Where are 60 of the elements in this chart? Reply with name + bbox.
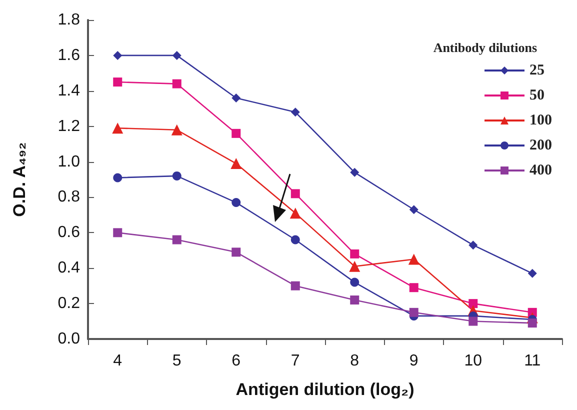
y-tick-label: 0.2 [58, 295, 80, 312]
point [468, 316, 478, 326]
point [290, 189, 300, 198]
point [408, 254, 420, 265]
y-tick-label: 1.8 [58, 12, 80, 28]
point [349, 260, 360, 272]
point [112, 122, 124, 134]
point [232, 198, 241, 208]
x-tick-label: 4 [113, 352, 122, 370]
point [290, 208, 301, 219]
point [528, 268, 537, 278]
y-tick-label: 0.6 [58, 224, 80, 242]
point [172, 50, 182, 60]
point [290, 281, 300, 290]
legend-title: Antibody dilutions [433, 40, 538, 55]
x-tick-label: 8 [350, 352, 360, 370]
point [172, 235, 182, 244]
point [290, 235, 300, 244]
x-tick-label: 10 [464, 352, 482, 370]
point [113, 78, 122, 87]
point [409, 308, 418, 317]
point [113, 228, 122, 238]
y-tick-label: 1.2 [58, 118, 80, 135]
point [113, 173, 122, 182]
point [172, 171, 182, 180]
point [171, 124, 182, 136]
point [350, 168, 360, 177]
point [350, 249, 360, 258]
y-tick-label: 1.0 [58, 153, 80, 170]
legend-label: 400 [530, 162, 552, 178]
x-tick-label: 5 [172, 352, 182, 370]
point [468, 299, 478, 308]
y-tick-label: 1.6 [58, 46, 80, 64]
point [232, 248, 241, 257]
y-tick-label: 0.0 [58, 330, 80, 348]
y-tick-label: 0.4 [58, 260, 80, 277]
x-axis-title: Antigen dilution (log₂) [236, 380, 414, 399]
point [468, 240, 478, 250]
point [409, 283, 418, 292]
y-tick-label: 0.8 [58, 188, 80, 206]
x-tick-label: 7 [290, 352, 300, 370]
y-axis-title: O.D. A₄₉₂ [10, 142, 29, 217]
point [290, 108, 300, 117]
legend-label: 200 [530, 138, 552, 154]
point [528, 318, 537, 328]
x-tick-label: 11 [524, 352, 541, 370]
x-tick-label: 9 [409, 352, 418, 370]
point [172, 79, 182, 88]
point [350, 296, 360, 305]
legend-label: 100 [530, 112, 552, 128]
point [232, 128, 241, 138]
legend-label: 25 [530, 62, 544, 78]
point [350, 278, 360, 287]
y-tick-label: 1.4 [58, 82, 80, 100]
legend-label: 50 [530, 88, 544, 104]
point [113, 50, 122, 60]
x-tick-label: 6 [232, 352, 241, 370]
point [232, 93, 241, 102]
point [409, 205, 418, 214]
point [230, 158, 242, 170]
